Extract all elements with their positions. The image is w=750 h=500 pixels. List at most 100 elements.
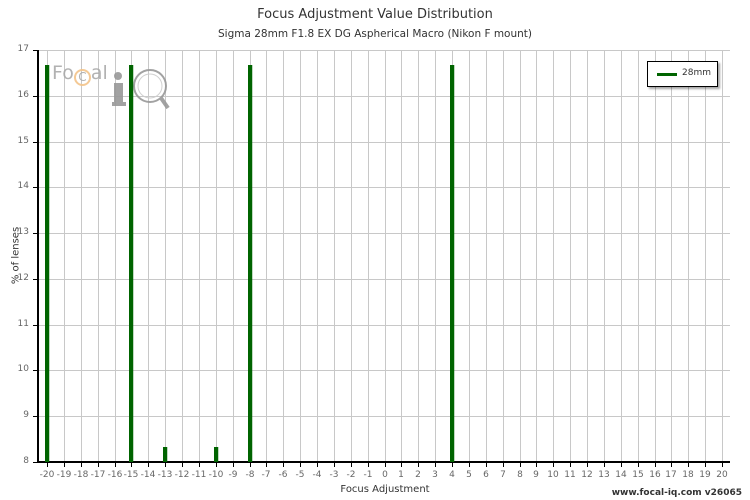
x-tick <box>300 462 301 467</box>
x-tick-label: -17 <box>90 470 106 480</box>
x-tick <box>604 462 605 467</box>
gridline-vertical <box>671 50 672 462</box>
x-tick-label: -12 <box>174 470 190 480</box>
x-tick-label: 2 <box>415 470 421 480</box>
x-tick-label: -13 <box>157 470 173 480</box>
x-tick-label: -10 <box>208 470 224 480</box>
gridline-vertical <box>300 50 301 462</box>
y-tick-label: 11 <box>17 319 29 329</box>
gridline-vertical <box>435 50 436 462</box>
x-tick-label: 5 <box>466 470 472 480</box>
x-tick-label: 12 <box>581 470 593 480</box>
y-tick <box>33 233 38 234</box>
gridline-vertical <box>81 50 82 462</box>
x-tick-label: 16 <box>649 470 661 480</box>
x-tick <box>452 462 453 467</box>
y-tick <box>33 370 38 371</box>
gridline-vertical <box>418 50 419 462</box>
x-tick <box>334 462 335 467</box>
x-tick <box>705 462 706 467</box>
bar[interactable] <box>450 65 454 462</box>
x-tick <box>233 462 234 467</box>
x-tick <box>536 462 537 467</box>
gridline-vertical <box>655 50 656 462</box>
gridline-vertical <box>520 50 521 462</box>
gridline-vertical <box>115 50 116 462</box>
x-tick-label: 10 <box>547 470 559 480</box>
y-tick-label: 9 <box>23 410 29 420</box>
x-tick <box>64 462 65 467</box>
x-tick <box>98 462 99 467</box>
x-tick <box>131 462 132 467</box>
bar[interactable] <box>163 447 167 462</box>
x-tick-label: -2 <box>346 470 356 480</box>
x-tick <box>216 462 217 467</box>
x-tick-label: -9 <box>228 470 238 480</box>
gridline-vertical <box>536 50 537 462</box>
x-tick-label: 18 <box>682 470 694 480</box>
x-tick-label: -15 <box>123 470 139 480</box>
x-tick <box>638 462 639 467</box>
gridline-horizontal <box>38 324 730 326</box>
legend-label: 28mm <box>682 68 711 78</box>
legend[interactable]: 28mm <box>647 61 718 87</box>
chart-subtitle: Sigma 28mm F1.8 EX DG Aspherical Macro (… <box>218 28 532 40</box>
y-tick-label: 16 <box>17 90 29 100</box>
x-tick-label: -11 <box>191 470 207 480</box>
footer-credit: www.focal-iq.com v26065 <box>611 488 742 498</box>
x-tick-label: 9 <box>533 470 539 480</box>
x-tick <box>688 462 689 467</box>
gridline-vertical <box>98 50 99 462</box>
gridline-vertical <box>469 50 470 462</box>
gridline-vertical <box>216 50 217 462</box>
x-tick <box>621 462 622 467</box>
gridline-vertical <box>165 50 166 462</box>
x-axis <box>37 461 730 463</box>
x-tick <box>418 462 419 467</box>
y-tick <box>33 462 38 463</box>
gridline-vertical <box>64 50 65 462</box>
x-tick-label: -16 <box>107 470 123 480</box>
y-tick <box>33 325 38 326</box>
x-tick-label: -5 <box>295 470 305 480</box>
bar[interactable] <box>214 447 218 462</box>
y-tick-label: 17 <box>17 44 29 54</box>
x-tick <box>47 462 48 467</box>
y-tick <box>33 50 38 51</box>
gridline-vertical <box>722 50 723 462</box>
x-tick <box>520 462 521 467</box>
x-tick-label: 7 <box>500 470 506 480</box>
gridline-horizontal <box>38 278 730 280</box>
gridline-vertical <box>283 50 284 462</box>
x-tick <box>182 462 183 467</box>
y-tick-label: 12 <box>17 273 29 283</box>
x-tick-label: -7 <box>261 470 271 480</box>
gridline-vertical <box>688 50 689 462</box>
x-tick-label: -3 <box>329 470 339 480</box>
y-tick-label: 10 <box>17 364 29 374</box>
x-tick <box>655 462 656 467</box>
x-tick-label: 20 <box>716 470 728 480</box>
x-tick <box>553 462 554 467</box>
x-tick-label: 11 <box>564 470 576 480</box>
y-tick-label: 8 <box>23 456 29 466</box>
y-tick <box>33 279 38 280</box>
gridline-vertical <box>182 50 183 462</box>
x-tick <box>368 462 369 467</box>
gridline-vertical <box>486 50 487 462</box>
x-tick <box>165 462 166 467</box>
x-tick-label: 0 <box>382 470 388 480</box>
gridline-vertical <box>570 50 571 462</box>
bar[interactable] <box>45 65 49 462</box>
x-tick-label: 17 <box>665 470 677 480</box>
bar[interactable] <box>248 65 252 462</box>
y-tick <box>33 187 38 188</box>
x-tick-label: -18 <box>73 470 89 480</box>
x-tick <box>671 462 672 467</box>
x-tick-label: 6 <box>483 470 489 480</box>
x-tick-label: -14 <box>140 470 156 480</box>
bar[interactable] <box>129 65 133 462</box>
gridline-vertical <box>317 50 318 462</box>
